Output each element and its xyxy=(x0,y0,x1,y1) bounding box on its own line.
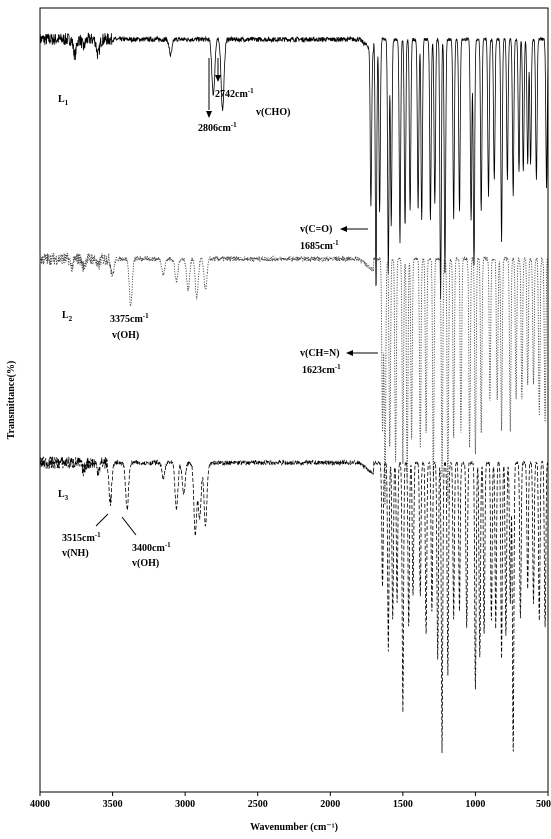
x-axis-title: Wavenumber (cm⁻¹) xyxy=(250,822,338,833)
annotation-3515-sup: -1 xyxy=(95,531,101,539)
series-label-l1: L1 xyxy=(58,94,69,107)
series-label-sub: 1 xyxy=(65,99,69,107)
annotation-v-cho-main: v(CHO) xyxy=(256,107,290,118)
annotation-v-oh-l2: v(OH) xyxy=(112,330,139,341)
x-tick-label: 2000 xyxy=(320,799,340,810)
annotation-1623: 1623cm-1 xyxy=(302,363,341,376)
annotation-v-oh-l2-main: v(OH) xyxy=(112,330,139,341)
arrow-3400-shaft xyxy=(121,516,137,536)
annotation-1623-sup: -1 xyxy=(335,363,341,371)
series-line-l3 xyxy=(39,456,549,754)
annotation-2806-sup: -1 xyxy=(231,121,237,129)
annotation-v-nh-main: v(NH) xyxy=(62,548,89,559)
annotation-3400-main: 3400cm xyxy=(132,543,165,554)
annotation-3375-sup: -1 xyxy=(143,312,149,320)
x-tick-label: 1000 xyxy=(465,799,485,810)
arrow-chn-head xyxy=(346,350,353,356)
annotation-2806: 2806cm-1 xyxy=(198,121,237,134)
annotation-3515-main: 3515cm xyxy=(62,533,95,544)
axes-group: 4000 3500 3000 2500 2000 1500 1000 500 Wavenumbe… xyxy=(6,361,551,833)
series-label-main: L xyxy=(58,489,65,500)
annotation-v-chn-main: v(CH=N) xyxy=(300,348,340,359)
annotation-v-chn: v(CH=N) xyxy=(300,348,340,359)
annotation-2742-sup: -1 xyxy=(248,87,254,95)
arrow-2806-head xyxy=(206,111,212,118)
series-label-main: L xyxy=(62,310,69,321)
annotation-2806-main: 2806cm xyxy=(198,123,231,134)
arrow-3515-shaft xyxy=(95,513,109,527)
annotation-3400: 3400cm-1 xyxy=(132,541,171,554)
series-line-l1 xyxy=(39,32,549,300)
annotation-v-co: v(C=O) xyxy=(300,224,332,235)
annotation-3375-main: 3375cm xyxy=(110,314,143,325)
series-label-l2: L2 xyxy=(62,310,73,323)
annotation-2742-main: 2742cm xyxy=(215,89,248,100)
x-tick-label: 3500 xyxy=(103,799,123,810)
annotation-group: L1L2L32742cm-1v(CHO)2806cm-1v(C=O)1685cm… xyxy=(58,58,378,569)
annotation-3515: 3515cm-1 xyxy=(62,531,101,544)
annotation-1685-sup: -1 xyxy=(333,239,339,247)
arrow-2742-head xyxy=(215,75,221,82)
annotation-v-oh-l3: v(OH) xyxy=(132,558,159,569)
annotation-1685-main: 1685cm xyxy=(300,241,333,252)
series-label-sub: 2 xyxy=(69,315,73,323)
x-tick-label: 2500 xyxy=(248,799,268,810)
annotation-2742: 2742cm-1 xyxy=(215,87,254,100)
x-tick-label: 500 xyxy=(536,799,551,810)
x-tick-label: 1500 xyxy=(393,799,413,810)
annotation-1623-main: 1623cm xyxy=(302,365,335,376)
x-tick-label: 3000 xyxy=(175,799,195,810)
annotation-3375: 3375cm-1 xyxy=(110,312,149,325)
annotation-v-nh: v(NH) xyxy=(62,548,89,559)
annotation-1685: 1685cm-1 xyxy=(300,239,339,252)
arrow-co-head xyxy=(340,226,347,232)
series-label-main: L xyxy=(58,94,65,105)
series-group xyxy=(39,32,549,754)
series-line-l2 xyxy=(39,251,549,506)
y-axis-title: Transmittance(%) xyxy=(6,361,17,440)
plot-border xyxy=(39,7,549,793)
series-label-l3: L3 xyxy=(58,489,69,502)
annotation-v-co-main: v(C=O) xyxy=(300,224,332,235)
plot-frame xyxy=(39,7,549,793)
annotation-3400-sup: -1 xyxy=(165,541,171,549)
series-label-sub: 3 xyxy=(65,494,69,502)
annotation-v-oh-l3-main: v(OH) xyxy=(132,558,159,569)
x-tick-label: 4000 xyxy=(30,799,50,810)
annotation-v-cho: v(CHO) xyxy=(256,107,290,118)
